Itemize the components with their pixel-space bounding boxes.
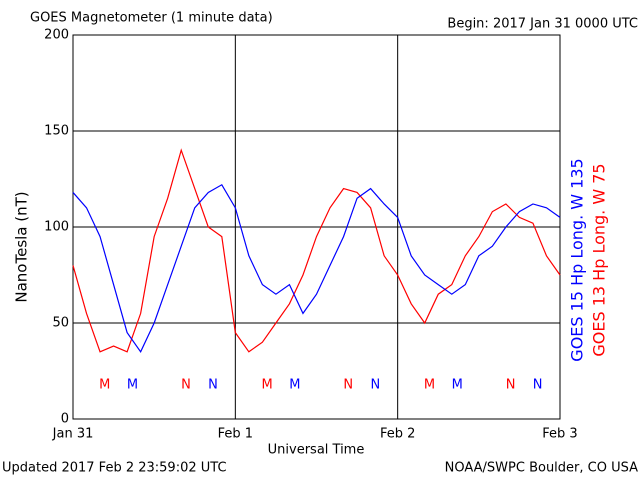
x-tick-label: Feb 1 <box>218 427 253 442</box>
marker-label: N <box>343 378 353 393</box>
marker-label: N <box>506 378 516 393</box>
chart-subtitle: Begin: 2017 Jan 31 0000 UTC <box>447 17 638 32</box>
plot-frame <box>72 34 561 420</box>
legend-entry: GOES 13 Hp Long. W 75 <box>590 163 609 356</box>
x-tick-label: Feb 2 <box>380 427 415 442</box>
chart-title: GOES Magnetometer (1 minute data) <box>30 11 273 26</box>
marker-label: N <box>181 378 191 393</box>
marker-label: N <box>533 378 543 393</box>
data-line <box>72 183 561 353</box>
marker-label: N <box>370 378 380 393</box>
x-axis-label: Universal Time <box>268 443 365 458</box>
y-axis-label: NanoTesla (nT) <box>13 191 31 302</box>
x-tick-label: Feb 3 <box>542 427 577 442</box>
y-tick-label: 100 <box>44 220 69 235</box>
x-tick-label: Jan 31 <box>52 427 94 442</box>
footer-left: Updated 2017 Feb 2 23:59:02 UTC <box>2 461 227 476</box>
marker-label: M <box>289 378 300 393</box>
legend-entry: GOES 15 Hp Long. W 135 <box>568 158 587 361</box>
marker-label: M <box>262 378 273 393</box>
marker-label: M <box>452 378 463 393</box>
marker-label: N <box>208 378 218 393</box>
data-line <box>72 148 561 353</box>
marker-label: M <box>424 378 435 393</box>
y-tick-label: 200 <box>44 28 69 43</box>
y-tick-label: 150 <box>44 124 69 139</box>
footer-right: NOAA/SWPC Boulder, CO USA <box>445 461 638 476</box>
marker-label: M <box>127 378 138 393</box>
y-tick-label: 0 <box>61 412 69 427</box>
y-tick-label: 50 <box>52 316 69 331</box>
marker-label: M <box>99 378 110 393</box>
